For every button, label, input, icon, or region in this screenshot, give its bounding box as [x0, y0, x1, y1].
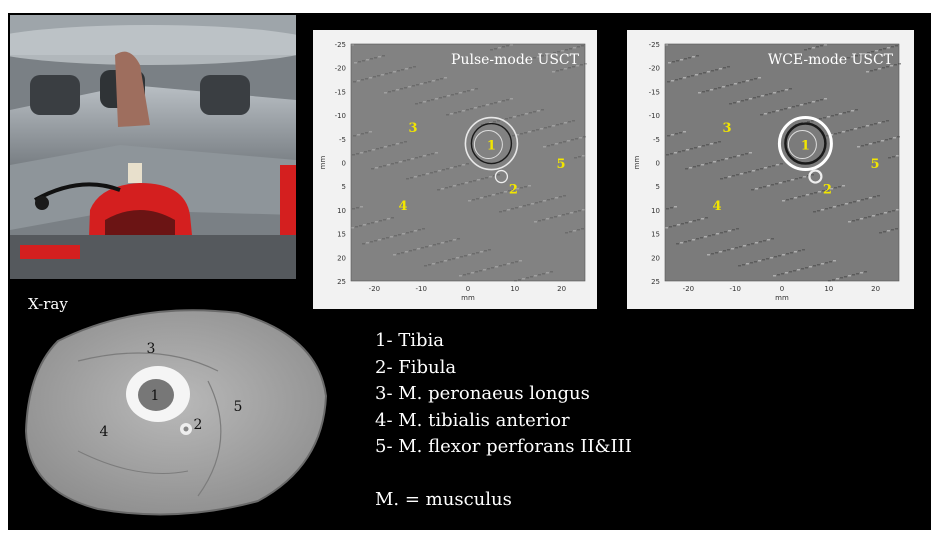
legend-item-tibialis-anterior: 4- M. tibialis anterior: [375, 409, 570, 431]
pulse-ylabel: mm: [319, 156, 327, 170]
xray-label-1: 1: [151, 388, 160, 404]
pulse-ytick-3: -10: [335, 112, 346, 120]
xray-label-4: 4: [100, 424, 109, 440]
pulse-ytick-5: 0: [342, 160, 346, 168]
pulse-label-2: 2: [509, 183, 518, 198]
wce-tibia-inner: [784, 122, 827, 165]
wce-xtick-0: -20: [683, 285, 694, 293]
wce-speckle: [665, 44, 901, 282]
wce-ytick-4: -5: [653, 136, 660, 144]
pulse-image-area: [351, 44, 585, 281]
legend-item-fibula: 2- Fibula: [375, 356, 457, 378]
pulse-fibula: [494, 169, 509, 184]
pulse-ytick-8: 15: [337, 231, 346, 239]
pulse-ytick-6: 5: [342, 183, 346, 191]
wce-ytick-0: -25: [649, 41, 660, 49]
pulse-speckle: [351, 44, 587, 282]
pulse-xtick-3: 10: [510, 285, 519, 293]
wce-tibia-outer: [777, 116, 833, 172]
wce-xtick-3: 10: [824, 285, 833, 293]
legend-note: M. = musculus: [375, 488, 512, 510]
wce-ytick-1: -20: [649, 65, 660, 73]
wce-ytick-9: 20: [651, 254, 660, 262]
wce-xtick-2: 0: [780, 285, 784, 293]
legend: 1- Tibia 2- Fibula 3- M. peronaeus longu…: [375, 328, 632, 513]
legend-item-peronaeus-longus: 3- M. peronaeus longus: [375, 383, 590, 404]
pulse-ytick-10: 25: [337, 278, 346, 286]
pulse-title: Pulse-mode USCT: [451, 52, 580, 68]
pulse-xtick-4: 20: [557, 285, 566, 293]
wce-ytick-5: 0: [656, 160, 660, 168]
pulse-tibia-inner: [470, 122, 513, 165]
pulse-ytick-1: -20: [335, 65, 346, 73]
pulse-ytick-2: -15: [335, 88, 346, 96]
wce-tibia-core: [787, 130, 817, 160]
pulse-mode-panel: Pulse-mode USCT -25 -20 -15 -10 -5 0 5 10 15 20 25-…: [313, 30, 597, 309]
pulse-xtick-0: -20: [369, 285, 380, 293]
xray-label-2: 2: [194, 417, 203, 433]
pulse-ytick-4: -5: [339, 136, 346, 144]
pulse-label-5: 5: [556, 157, 565, 172]
pulse-label-3: 3: [408, 121, 417, 136]
pulse-ytick-7: 10: [337, 207, 346, 215]
xray-image: 1 2 3 4 5: [24, 309, 328, 516]
legend-item-tibia: 1- Tibia: [375, 330, 445, 351]
pulse-tibia-core: [473, 130, 503, 160]
pulse-ytick-9: 20: [337, 254, 346, 262]
wce-ytick-3: -10: [649, 112, 660, 120]
wce-ylabel: mm: [633, 156, 641, 170]
legend-item-flexor-perforans: 5- M. flexor perforans II&III: [375, 436, 632, 457]
wce-title: WCE-mode USCT: [768, 52, 894, 68]
xray-title: X-ray: [28, 295, 68, 313]
xray-label-5: 5: [234, 399, 243, 415]
wce-xtick-1: -10: [729, 285, 740, 293]
pulse-ytick-0: -25: [335, 41, 346, 49]
pulse-tibia-outer: [464, 116, 519, 171]
wce-xtick-4: 20: [871, 285, 880, 293]
wce-ytick-6: 5: [656, 183, 660, 191]
pulse-xtick-1: -10: [415, 285, 426, 293]
wce-ytick-8: 15: [651, 231, 660, 239]
pulse-xtick-2: 0: [466, 285, 470, 293]
wce-label-3: 3: [722, 121, 731, 136]
wce-label-5: 5: [870, 157, 879, 172]
pulse-axes-frame: [350, 43, 586, 282]
wce-label-2: 2: [823, 183, 832, 198]
xray-label-3: 3: [147, 341, 156, 357]
wce-label-1: 1: [801, 139, 810, 154]
wce-image-area: [665, 44, 899, 281]
wce-ytick-10: 25: [651, 278, 660, 286]
wce-ytick-2: -15: [649, 88, 660, 96]
pulse-xlabel: mm: [461, 294, 475, 302]
wce-ytick-7: 10: [651, 207, 660, 215]
setup-photo: [10, 15, 296, 279]
figure-frame: Pulse-mode USCT -25 -20 -15 -10 -5 0 5 10 15 20 25-…: [8, 13, 931, 530]
wce-mode-panel: WCE-mode USCT -25 -20 -15 -10 -5 0 5 10 15 20 25 -20…: [627, 30, 914, 309]
pulse-label-4: 4: [398, 199, 407, 214]
wce-fibula: [808, 169, 823, 184]
wce-axes-frame: [664, 43, 900, 282]
wce-label-4: 4: [712, 199, 721, 214]
pulse-label-1: 1: [487, 139, 496, 154]
wce-xlabel: mm: [775, 294, 789, 302]
